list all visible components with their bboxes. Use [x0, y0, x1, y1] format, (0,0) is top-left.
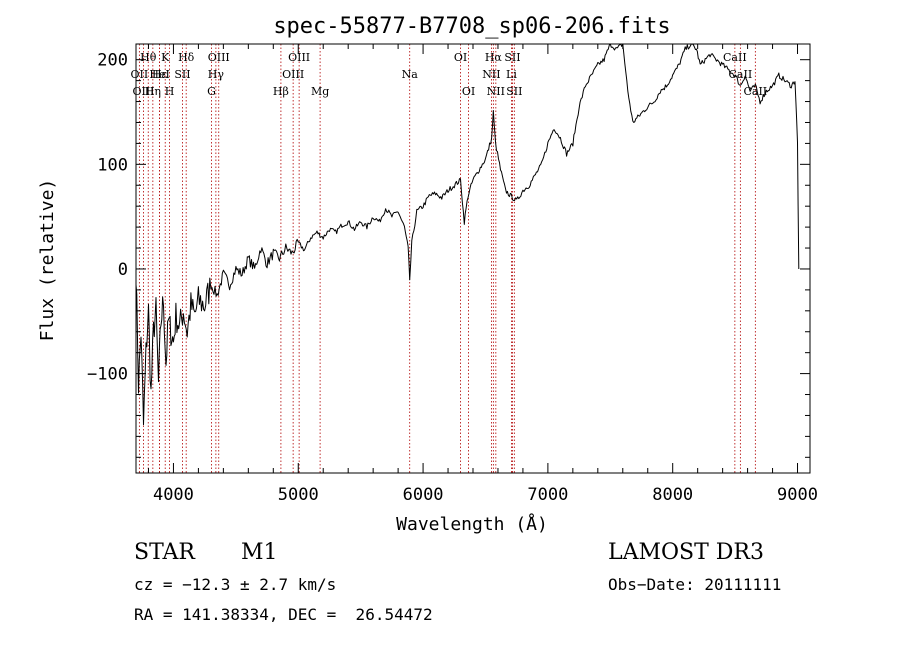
spectral-line-label: OIII: [208, 51, 230, 64]
spectral-line-label: Hβ: [273, 85, 289, 98]
spectral-line-label: Hθ: [140, 51, 157, 64]
spectral-line-label: OIII: [282, 68, 304, 81]
spectral-line-label: CaII: [729, 68, 753, 81]
redshift-cz: cz = −12.3 ± 2.7 km/s: [134, 575, 337, 594]
spectral-line-label: Hγ: [208, 68, 225, 81]
spectral-line-label: SII: [506, 85, 522, 98]
spectral-line-label: Mg: [311, 85, 329, 98]
observation-date: Obs−Date: 20111111: [608, 575, 782, 594]
survey-name: LAMOST DR3: [608, 540, 764, 565]
x-tick-label: 6000: [403, 485, 444, 505]
spectral-line-label: HeI: [149, 68, 169, 81]
spectral-line-markers: [138, 44, 756, 473]
spectral-line-label: Hε: [152, 68, 168, 81]
spectral-line-label: NII: [482, 68, 500, 81]
spectral-line-label: Hδ: [178, 51, 195, 64]
spectral-line-label: H: [165, 85, 175, 98]
spectral-line-label: Li: [506, 68, 517, 81]
spectral-line-label: OII: [131, 68, 149, 81]
y-tick-label: 100: [97, 155, 128, 175]
spectrum-plot: [135, 43, 800, 426]
object-class: STAR: [134, 540, 195, 565]
spectral-line-label: NII: [487, 85, 505, 98]
spectral-line-label: OIII: [132, 85, 154, 98]
flux-series-line: [135, 43, 800, 426]
spectral-line-label: Hα: [485, 51, 503, 64]
spectral-line-label: K: [161, 51, 170, 64]
spectral-line-label: Hη: [145, 85, 161, 98]
x-tick-label: 8000: [652, 485, 693, 505]
x-axis-label: Wavelength (Å): [396, 513, 548, 535]
spectral-line-label: G: [207, 85, 216, 98]
y-tick-label: 0: [118, 260, 128, 280]
spectral-line-label: OI: [454, 51, 467, 64]
y-tick-label: −100: [87, 365, 128, 385]
plot-frame: [135, 43, 811, 474]
spectral-line-label: SII: [504, 51, 520, 64]
object-subclass: M1: [241, 540, 278, 565]
spectral-line-label: Na: [402, 68, 419, 81]
spectral-line-label: OI: [462, 85, 475, 98]
x-tick-label: 5000: [278, 485, 319, 505]
chart-title: spec-55877-B7708_sp06-206.fits: [273, 14, 670, 39]
x-tick-label: 7000: [527, 485, 568, 505]
spectral-line-label: SII: [174, 68, 190, 81]
axis-ticks: 4000 5000 6000 7000 8000 9000 −100 0 100 200: [87, 44, 818, 505]
y-tick-label: 200: [97, 51, 128, 71]
spectral-line-label: OIII: [288, 51, 310, 64]
x-tick-label: 9000: [777, 485, 818, 505]
x-tick-label: 4000: [153, 485, 194, 505]
spectral-line-label: CaII: [723, 51, 747, 64]
y-axis-label: Flux (relative): [37, 179, 58, 342]
sky-coordinates: RA = 141.38334, DEC = 26.54472: [134, 605, 433, 624]
